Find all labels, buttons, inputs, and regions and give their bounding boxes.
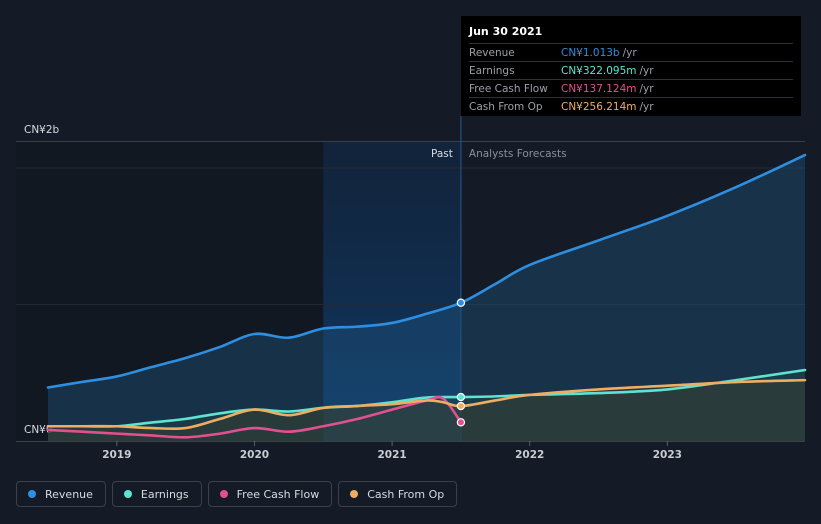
- series-line-revenue: [46, 153, 807, 389]
- legend-label: Revenue: [45, 487, 93, 501]
- y-axis-label-bottom: CN¥0: [24, 424, 53, 436]
- tooltip-label: Free Cash Flow: [469, 82, 548, 95]
- series-area-revenue: [48, 155, 805, 441]
- tooltip-label: Earnings: [469, 64, 515, 77]
- legend-dot-icon: [219, 490, 228, 498]
- legend-dot-icon: [350, 490, 359, 498]
- tooltip-unit: /yr: [639, 64, 654, 77]
- line-chart: 2019 2020 2021 2022 2023 CN¥2b CN¥0 Past Analyst…: [16, 116, 807, 461]
- forecast-label: Analysts Forecasts: [469, 148, 567, 160]
- x-tick-label: 2022: [515, 449, 544, 461]
- chart-legend: Revenue Earnings Free Cash Flow Cash Fro…: [16, 481, 458, 507]
- legend-revenue-button[interactable]: Revenue: [16, 481, 106, 507]
- legend-dot-icon: [28, 490, 36, 498]
- series-area-earnings: [48, 370, 805, 441]
- series-marker-earnings: [456, 392, 466, 402]
- series-area-cash-from-op: [48, 380, 805, 441]
- series-marker-free-cash-flow: [456, 418, 466, 427]
- x-tick-label: 2023: [653, 449, 682, 461]
- legend-label: Earnings: [140, 487, 189, 501]
- tooltip-row-revenue: Revenue CN¥1.013b /yr: [469, 43, 793, 61]
- y-axis-label-top: CN¥2b: [24, 124, 60, 136]
- legend-label: Free Cash Flow: [236, 487, 320, 501]
- x-tick-label: 2019: [102, 449, 131, 461]
- tooltip-row-cash-from-op: Cash From Op CN¥256.214m /yr: [469, 97, 793, 115]
- tooltip-row-earnings: Earnings CN¥322.095m /yr: [469, 61, 793, 79]
- series-marker-cash-from-op: [456, 401, 466, 411]
- tooltip-value: CN¥322.095m: [561, 64, 637, 77]
- chart-background-past-early: [16, 141, 324, 441]
- chart-area: 2019 2020 2021 2022 2023 CN¥2b CN¥0 Past Analyst…: [16, 116, 807, 461]
- tooltip-row-free-cash-flow: Free Cash Flow CN¥137.124m /yr: [469, 79, 793, 97]
- series-marker-revenue: [456, 298, 466, 307]
- tooltip-value: CN¥1.013b: [561, 46, 620, 59]
- series-line-cash-from-op: [46, 378, 807, 431]
- legend-free-cash-flow-button[interactable]: Free Cash Flow: [207, 481, 333, 507]
- legend-dot-icon: [123, 490, 132, 498]
- past-highlight-region: [323, 141, 461, 441]
- tooltip-label: Cash From Op: [469, 100, 543, 113]
- x-tick-label: 2020: [240, 449, 269, 461]
- past-label: Past: [431, 148, 453, 160]
- tooltip-unit: /yr: [639, 100, 654, 113]
- tooltip-unit: /yr: [622, 46, 637, 59]
- legend-earnings-button[interactable]: Earnings: [111, 481, 202, 507]
- legend-label: Cash From Op: [367, 487, 445, 501]
- tooltip-unit: /yr: [639, 82, 654, 95]
- tooltip-date: Jun 30 2021: [469, 25, 543, 38]
- data-tooltip: Jun 30 2021 Revenue CN¥1.013b /yr Earnin…: [461, 16, 801, 116]
- tooltip-label: Revenue: [469, 46, 515, 59]
- x-tick-label: 2021: [377, 449, 406, 461]
- tooltip-value: CN¥256.214m: [561, 100, 637, 113]
- tooltip-value: CN¥137.124m: [561, 82, 637, 95]
- legend-cash-from-op-button[interactable]: Cash From Op: [338, 481, 458, 507]
